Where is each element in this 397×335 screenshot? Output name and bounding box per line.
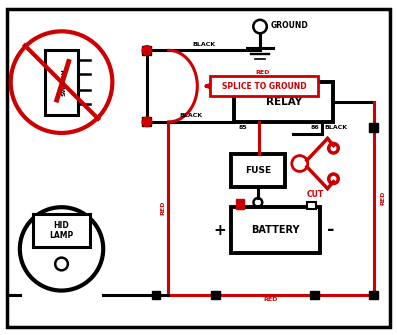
Bar <box>369 290 378 299</box>
Bar <box>210 76 318 96</box>
Bar <box>307 202 316 209</box>
Text: GROUND: GROUND <box>271 21 308 30</box>
Text: BLACK: BLACK <box>179 113 202 118</box>
Text: CUT: CUT <box>307 190 324 199</box>
Bar <box>310 290 319 299</box>
Text: SPLICE TO GROUND: SPLICE TO GROUND <box>222 82 306 90</box>
Text: RED: RED <box>264 297 278 302</box>
Circle shape <box>142 117 152 127</box>
Bar <box>152 290 160 299</box>
Bar <box>231 207 320 253</box>
Bar <box>231 154 285 187</box>
Text: 85: 85 <box>239 125 248 130</box>
Text: HID
LAMP: HID LAMP <box>49 220 74 240</box>
Text: 86: 86 <box>311 125 320 130</box>
Circle shape <box>142 46 152 55</box>
Text: RED: RED <box>380 191 385 205</box>
Bar <box>236 199 244 209</box>
Text: SWITCH: SWITCH <box>62 68 66 96</box>
Text: -: - <box>327 221 334 239</box>
Text: 87: 87 <box>258 77 267 81</box>
Text: BLACK: BLACK <box>325 125 348 130</box>
Bar <box>33 214 90 247</box>
Text: +: + <box>214 222 226 238</box>
Bar <box>234 82 333 122</box>
Bar <box>142 46 151 55</box>
Text: 30: 30 <box>239 77 248 81</box>
Bar <box>45 50 78 115</box>
Text: RED: RED <box>160 201 166 215</box>
Text: FUSE: FUSE <box>245 166 271 175</box>
Bar <box>369 123 378 132</box>
Text: RED: RED <box>256 70 270 75</box>
Bar <box>211 290 220 299</box>
Text: BLACK: BLACK <box>192 42 215 47</box>
Bar <box>142 118 151 126</box>
Text: BATTERY: BATTERY <box>251 225 300 235</box>
Text: RELAY: RELAY <box>266 97 302 107</box>
